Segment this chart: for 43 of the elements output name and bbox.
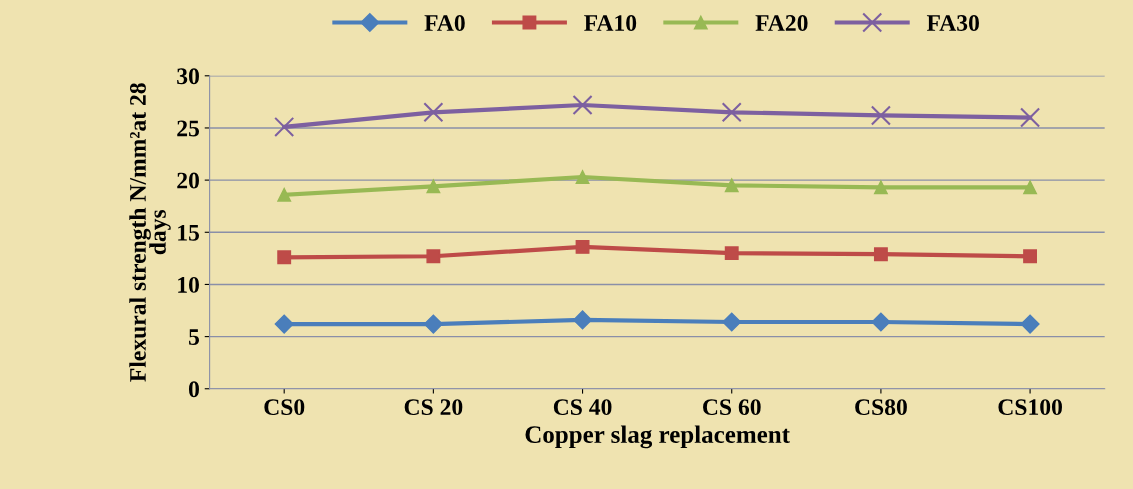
y-tick-label: 5 bbox=[189, 329, 200, 346]
x-tick-label: CS100 bbox=[998, 399, 1062, 416]
legend-label: FA10 bbox=[584, 15, 637, 31]
point bbox=[1020, 107, 1041, 128]
point bbox=[426, 179, 441, 194]
x-tick-label: CS 60 bbox=[703, 399, 761, 416]
point bbox=[724, 178, 739, 193]
y-tick-label: 25 bbox=[177, 120, 200, 137]
point bbox=[722, 312, 742, 332]
point bbox=[721, 102, 742, 123]
y-tick-label: 30 bbox=[177, 68, 199, 85]
point bbox=[575, 239, 590, 254]
point bbox=[426, 249, 441, 264]
point bbox=[1020, 314, 1040, 334]
legend-label: FA20 bbox=[755, 15, 808, 31]
legend-label: FA0 bbox=[424, 15, 465, 31]
point bbox=[423, 314, 443, 334]
point bbox=[575, 170, 590, 184]
point bbox=[871, 312, 891, 332]
point bbox=[274, 116, 295, 137]
y-tick-label: 20 bbox=[177, 172, 199, 189]
legend-label: FA30 bbox=[926, 15, 979, 31]
y-tick-label: 10 bbox=[178, 276, 199, 293]
point bbox=[873, 247, 888, 262]
point bbox=[277, 187, 292, 202]
y-tick-label: 0 bbox=[188, 381, 199, 398]
point bbox=[572, 94, 593, 116]
point bbox=[1023, 180, 1038, 195]
point bbox=[870, 105, 891, 126]
y-tick-label: 15 bbox=[178, 224, 200, 241]
point bbox=[724, 246, 739, 261]
x-tick-label: CS 40 bbox=[553, 399, 612, 416]
point bbox=[277, 250, 292, 265]
x-axis-title: Copper slag replacement bbox=[525, 425, 790, 449]
point bbox=[873, 180, 888, 195]
point bbox=[573, 310, 593, 330]
y-axis-title: Flexural strength N/mm²at 28 days bbox=[129, 83, 171, 382]
point bbox=[423, 102, 444, 123]
x-tick-label: CS0 bbox=[264, 399, 305, 416]
point bbox=[1023, 249, 1038, 264]
x-tick-label: CS 20 bbox=[404, 399, 463, 416]
x-tick-label: CS80 bbox=[855, 399, 907, 416]
point bbox=[274, 314, 294, 334]
